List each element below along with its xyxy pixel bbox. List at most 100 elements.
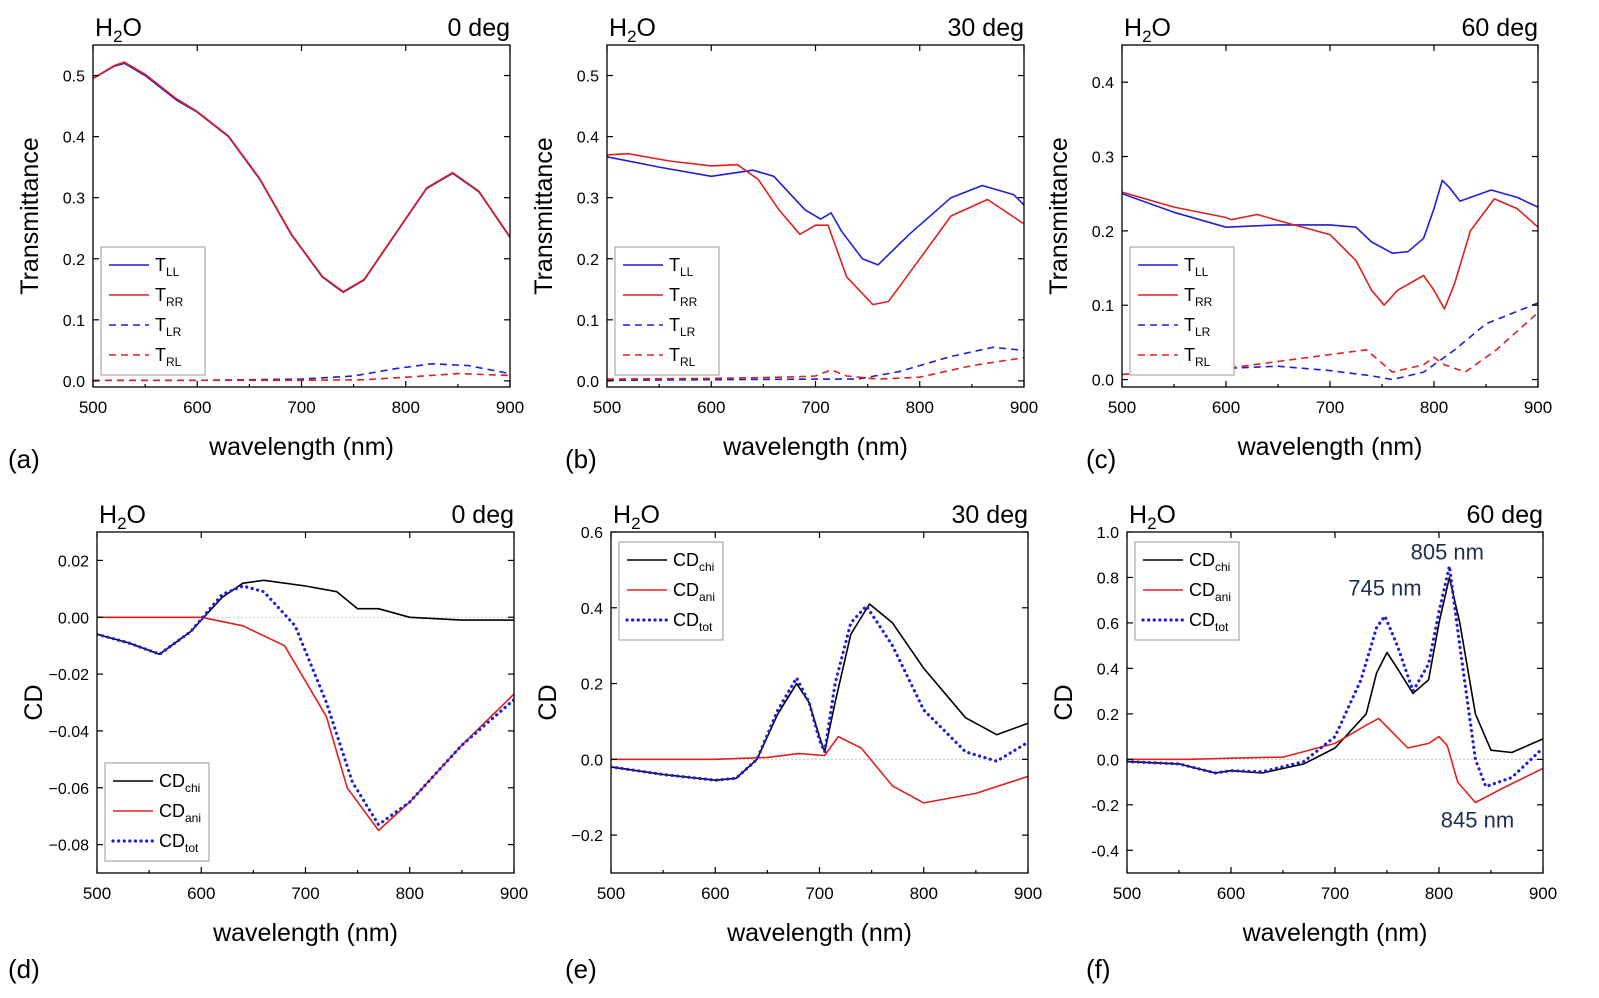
legend-frame (614, 246, 720, 376)
y-tick-label: −0.06 (49, 781, 90, 798)
chart-panel-c: 500 600 700 800 900 0.0 0.1 0.2 0.3 0.4 H2O 60 deg w… (1045, 14, 1552, 474)
legend-entry-RR: TRR (155, 285, 184, 309)
x-tick-label: 500 (593, 398, 621, 417)
series-line-RR (607, 152, 1024, 306)
x-tick-label: 900 (1010, 398, 1038, 417)
legend-entry-RL: TRL (669, 345, 696, 369)
legend-entry-tot: CDtot (1189, 610, 1229, 634)
x-tick-label: 900 (1524, 398, 1552, 417)
x-tick-label: 600 (1217, 884, 1245, 903)
y-tick-label: 0.1 (577, 313, 599, 330)
peak-annotation: 745 nm (1348, 576, 1421, 601)
x-tick-label: 500 (1113, 884, 1141, 903)
legend: TLL TRR TLR TRL (1129, 246, 1235, 376)
y-axis-label: CD (534, 684, 562, 720)
legend-entry-chi: CDchi (673, 550, 714, 574)
x-tick-label: 700 (1316, 398, 1344, 417)
y-tick-label: 1.0 (1097, 525, 1119, 542)
x-axis-label: wavelength (nm) (1242, 919, 1428, 947)
legend-entry-ani: CDani (159, 801, 201, 825)
x-axis-label: wavelength (nm) (1237, 433, 1423, 461)
x-tick-label: 800 (392, 398, 420, 417)
panel-title-left: H2O (99, 501, 146, 533)
panel-letter: (b) (565, 444, 597, 474)
x-tick-label: 600 (701, 884, 729, 903)
panel-title-left: H2O (95, 14, 142, 46)
legend-entry-tot: CDtot (673, 610, 713, 634)
legend: CDchi CDani CDtot (618, 541, 724, 641)
x-tick-label: 800 (396, 884, 424, 903)
x-tick-label: 500 (1108, 398, 1136, 417)
x-tick-label: 800 (906, 398, 934, 417)
y-tick-label: 0.2 (1092, 224, 1114, 241)
y-tick-label: 0.0 (1092, 373, 1114, 390)
x-tick-label: 800 (1425, 884, 1453, 903)
y-tick-label: 0.02 (58, 553, 89, 570)
x-axis-label: wavelength (nm) (208, 433, 394, 461)
x-tick-label: 900 (500, 884, 528, 903)
series-line-tot (97, 584, 514, 827)
y-tick-label: 0.2 (577, 252, 599, 269)
series-line-RL (607, 356, 1024, 380)
y-tick-label: 0.6 (581, 525, 603, 542)
series-line-ani (1127, 717, 1543, 804)
y-axis-label: Transmittance (16, 137, 44, 294)
series-line-LL (1122, 179, 1538, 254)
y-tick-label: −0.02 (49, 667, 90, 684)
series-line-ani (611, 735, 1028, 804)
panel-title-left: H2O (1129, 501, 1176, 533)
x-tick-label: 800 (1420, 398, 1448, 417)
chart-panel-d: 500 600 700 800 900 0.02 0.00 −0.02 −0.04 −0.06 −0… (8, 501, 528, 984)
series-line-RL (93, 372, 510, 382)
y-tick-label: 0.2 (1097, 707, 1119, 724)
panel-title-right: 60 deg (1462, 14, 1538, 42)
legend-frame (1134, 541, 1240, 641)
chart-panel-f: 500 600 700 800 900 -0.4 -0.2 0.0 0.2 0.4 0.6 0.8 1.… (1050, 501, 1557, 984)
x-tick-label: 700 (801, 398, 829, 417)
legend-entry-ani: CDani (1189, 580, 1231, 604)
chart-panel-a: 500 600 700 800 900 0.0 0.1 0.2 0.3 0.4 0.5 H2O 0 de… (8, 14, 524, 474)
y-tick-label: 0.5 (63, 69, 85, 86)
panel-letter: (c) (1086, 444, 1116, 474)
x-axis-label: wavelength (nm) (726, 919, 912, 947)
panel-letter: (a) (8, 444, 40, 474)
y-tick-label: -0.2 (1091, 798, 1119, 815)
series-line-tot (1127, 564, 1543, 789)
y-tick-label: 0.2 (581, 677, 603, 694)
y-tick-label: 0.4 (1092, 75, 1114, 92)
panel-title-right: 30 deg (952, 501, 1028, 529)
y-tick-label: 0.3 (577, 191, 599, 208)
legend-entry-ani: CDani (673, 580, 715, 604)
chart-panel-b: 500 600 700 800 900 0.0 0.1 0.2 0.3 0.4 0.5 H2O 30 d… (530, 14, 1038, 474)
y-tick-label: 0.3 (1092, 150, 1114, 167)
legend-entry-RR: TRR (669, 285, 698, 309)
y-tick-label: 0.0 (577, 374, 599, 391)
y-axis-label: CD (1050, 684, 1078, 720)
x-tick-label: 500 (83, 884, 111, 903)
y-tick-label: 0.00 (58, 610, 89, 627)
series-line-ani (97, 616, 514, 832)
y-axis-label: Transmittance (1045, 137, 1073, 294)
y-tick-label: 0.5 (577, 69, 599, 86)
y-tick-label: 0.1 (1092, 298, 1114, 315)
series-line-LR (607, 346, 1024, 382)
legend-frame (618, 541, 724, 641)
x-axis-label: wavelength (nm) (212, 919, 398, 947)
legend: CDchi CDani CDtot (1134, 541, 1240, 641)
legend-entry-RL: TRL (1184, 345, 1211, 369)
legend: CDchi CDani CDtot (104, 762, 210, 862)
y-tick-label: 0.4 (577, 130, 599, 147)
x-tick-label: 600 (187, 884, 215, 903)
x-tick-label: 600 (697, 398, 725, 417)
legend-entry-LL: TLL (669, 255, 694, 279)
panel-title-left: H2O (1124, 14, 1171, 46)
x-tick-label: 700 (805, 884, 833, 903)
legend: TLL TRR TLR TRL (614, 246, 720, 376)
y-axis-label: CD (20, 684, 48, 720)
y-tick-label: 0.0 (63, 374, 85, 391)
x-tick-label: 900 (1529, 884, 1557, 903)
legend-entry-chi: CDchi (1189, 550, 1230, 574)
series-line-RL (1122, 312, 1538, 376)
series-line-LL (607, 156, 1024, 266)
